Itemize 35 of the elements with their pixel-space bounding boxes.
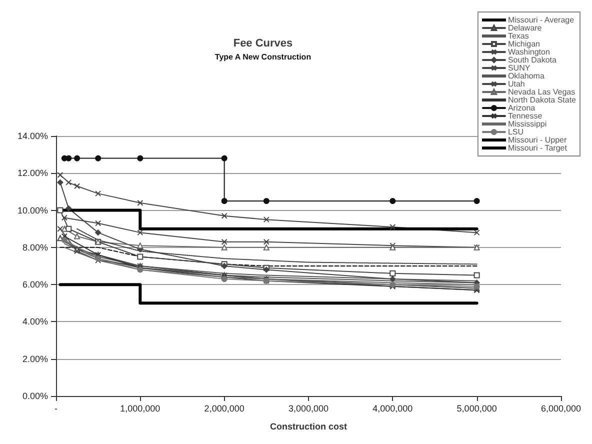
legend-label: South Dakota: [508, 56, 557, 64]
x-tick-label: 3,000,000: [288, 404, 329, 414]
x-tick-label: -: [54, 404, 58, 414]
x-tick-label: 1,000,000: [120, 404, 160, 414]
legend-label: Texas: [508, 32, 529, 40]
legend-label: North Dakota State: [508, 96, 577, 104]
legend-label: Missouri - Upper: [508, 136, 567, 144]
legend-label: Michigan: [508, 40, 540, 48]
x-axis-title: Construction cost: [270, 422, 347, 432]
legend-label: Tennesse: [508, 112, 543, 120]
legend-label: Utah: [508, 80, 525, 88]
legend-label: Nevada Las Vegas: [508, 88, 576, 96]
x-tick-label: 6,000,000: [540, 404, 582, 414]
x-tick-label: 5,000,000: [456, 404, 497, 414]
y-tick-label: 6.00%: [22, 280, 48, 290]
legend-label: Missouri - Target: [508, 144, 568, 152]
legend-label: Arizona: [508, 104, 536, 112]
legend-label: Delaware: [508, 24, 542, 32]
chart-title: Fee Curves: [233, 38, 293, 50]
y-tick-label: 2.00%: [22, 354, 48, 364]
y-tick-label: 8.00%: [22, 242, 48, 252]
legend-label: LSU: [508, 128, 524, 136]
chart-subtitle: Type A New Construction: [214, 52, 312, 62]
y-tick-label: 14.00%: [17, 131, 48, 141]
y-tick-label: 12.00%: [17, 168, 48, 178]
y-tick-label: 10.00%: [17, 205, 48, 216]
legend-label: Missouri - Average: [508, 16, 575, 24]
legend-label: SUNY: [508, 64, 531, 72]
legend-label: Washington: [508, 48, 550, 56]
legend-label: Oklahoma: [508, 72, 545, 80]
x-tick-label: 4,000,000: [372, 404, 413, 414]
legend-label: Mississippi: [508, 120, 547, 128]
x-tick-label: 2,000,000: [204, 404, 244, 414]
y-tick-label: 4.00%: [22, 316, 48, 327]
y-tick-label: 0.00%: [22, 391, 48, 401]
